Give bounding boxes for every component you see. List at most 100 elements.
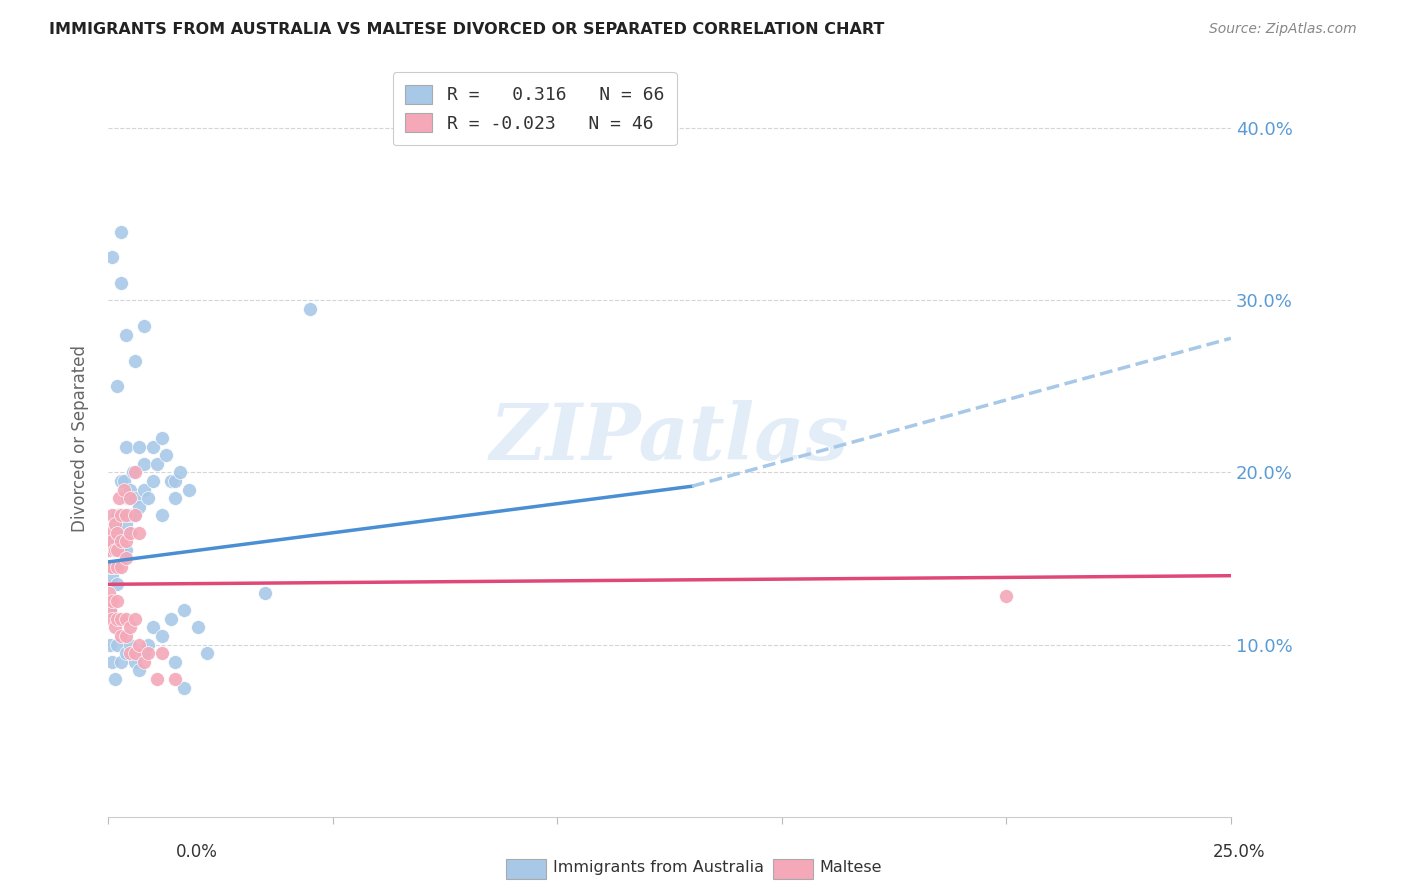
Point [101, 508, 124, 523]
Point [115, 551, 138, 566]
Point [104, 517, 127, 532]
Text: Immigrants from Australia: Immigrants from Australia [553, 860, 763, 874]
Point [110, 277, 132, 291]
Point [110, 629, 132, 643]
Point [115, 517, 138, 532]
Point [165, 474, 187, 488]
Point [105, 594, 128, 608]
Point [98, 586, 121, 600]
Point [254, 586, 277, 600]
Point [115, 440, 138, 454]
Point [101, 251, 124, 265]
Point [104, 542, 127, 557]
Point [105, 542, 128, 557]
Point [128, 500, 150, 514]
Point [165, 672, 187, 686]
Point [98, 560, 121, 574]
Point [110, 612, 132, 626]
Point [103, 560, 125, 574]
Point [98, 638, 121, 652]
Point [132, 655, 155, 669]
Point [124, 491, 146, 506]
Point [112, 474, 135, 488]
Point [128, 440, 150, 454]
Point [121, 466, 143, 480]
Point [105, 612, 128, 626]
Point [100, 542, 122, 557]
Point [108, 491, 131, 506]
Point [142, 620, 165, 634]
Point [101, 594, 124, 608]
Point [120, 483, 142, 497]
Point [104, 517, 127, 532]
Point [110, 542, 132, 557]
Point [132, 646, 155, 660]
Point [150, 431, 173, 445]
Point [138, 646, 160, 660]
Point [101, 534, 124, 549]
Point [173, 603, 195, 617]
Point [98, 542, 121, 557]
Point [104, 620, 127, 634]
Point [120, 646, 142, 660]
Point [299, 301, 322, 316]
Point [115, 327, 138, 342]
Point [115, 629, 138, 643]
Point [120, 508, 142, 523]
Point [105, 542, 128, 557]
Point [120, 525, 142, 540]
Point [150, 646, 173, 660]
Point [173, 681, 195, 695]
Point [104, 672, 127, 686]
Point [110, 560, 132, 574]
Point [101, 568, 124, 582]
Point [169, 466, 191, 480]
Point [138, 638, 160, 652]
Point [132, 319, 155, 334]
Text: 25.0%: 25.0% [1213, 843, 1265, 861]
Point [110, 508, 132, 523]
Point [110, 508, 132, 523]
Point [101, 534, 124, 549]
Point [132, 483, 155, 497]
Point [115, 534, 138, 549]
Point [124, 646, 146, 660]
Point [115, 542, 138, 557]
Point [150, 508, 173, 523]
Point [165, 491, 187, 506]
Point [142, 440, 165, 454]
Point [101, 655, 124, 669]
Point [98, 603, 121, 617]
Point [105, 379, 128, 393]
Point [115, 646, 138, 660]
Point [120, 525, 142, 540]
Point [195, 646, 218, 660]
Point [124, 508, 146, 523]
Point [187, 620, 209, 634]
Point [98, 603, 121, 617]
Point [124, 612, 146, 626]
Text: IMMIGRANTS FROM AUSTRALIA VS MALTESE DIVORCED OR SEPARATED CORRELATION CHART: IMMIGRANTS FROM AUSTRALIA VS MALTESE DIV… [49, 22, 884, 37]
Point [115, 508, 138, 523]
Point [105, 560, 128, 574]
Point [128, 663, 150, 677]
Point [160, 612, 183, 626]
Point [98, 525, 121, 540]
Point [124, 466, 146, 480]
Text: ZIPatlas: ZIPatlas [489, 400, 849, 476]
Point [132, 457, 155, 471]
Point [110, 225, 132, 239]
Point [160, 474, 183, 488]
Text: Maltese: Maltese [820, 860, 882, 874]
Point [124, 508, 146, 523]
Point [117, 491, 139, 506]
Point [124, 353, 146, 368]
Point [138, 491, 160, 506]
Point [150, 629, 173, 643]
Point [146, 457, 169, 471]
Point [155, 448, 177, 462]
Point [108, 525, 131, 540]
Point [110, 474, 132, 488]
Point [110, 655, 132, 669]
Point [142, 474, 165, 488]
